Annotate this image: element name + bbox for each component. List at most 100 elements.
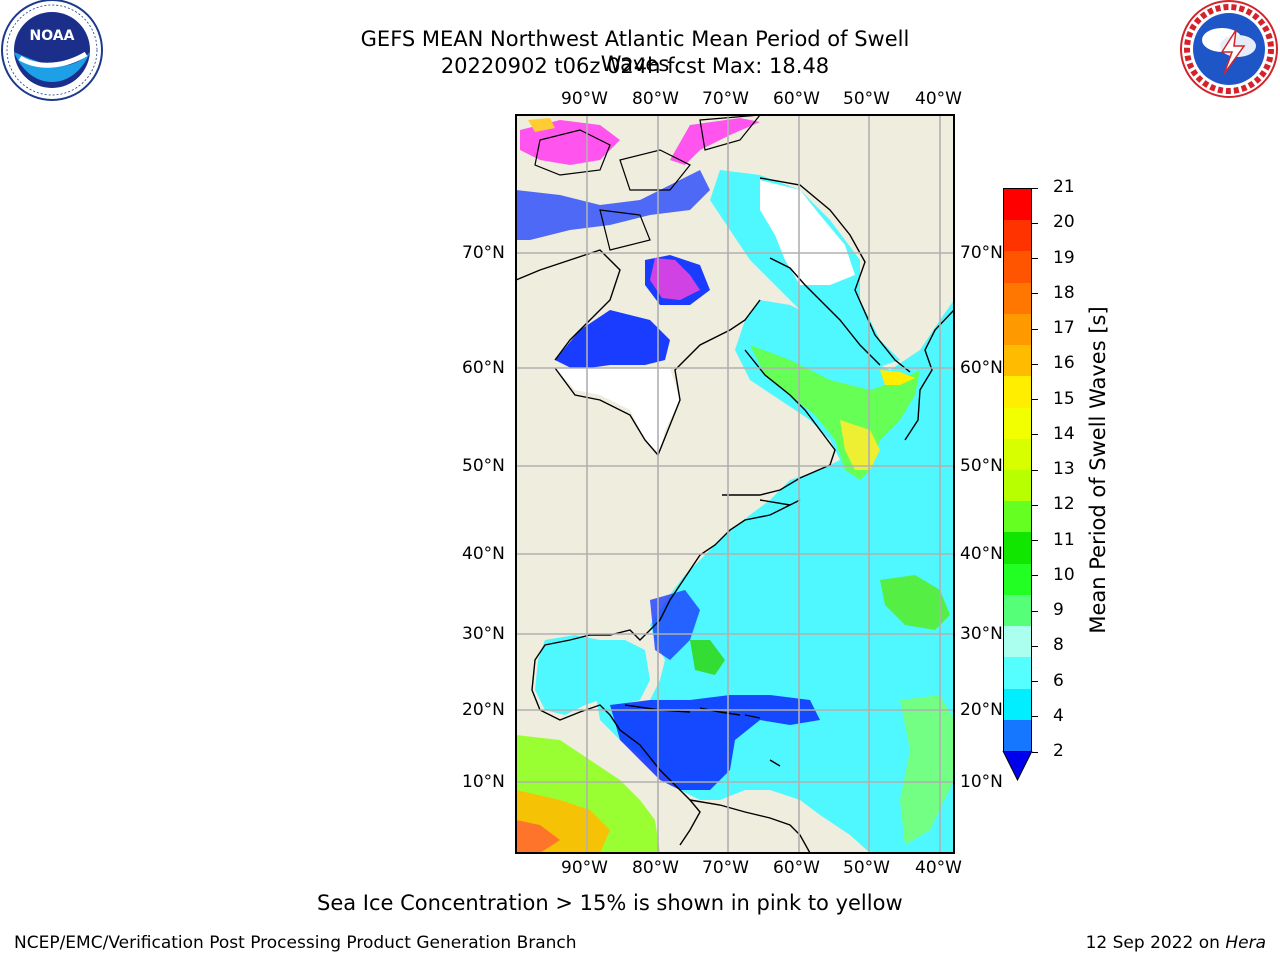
nws-logo (1180, 0, 1278, 98)
colorbar-tick-label: 15 (1053, 388, 1075, 409)
colorbar-tick-label: 4 (1053, 705, 1064, 726)
colorbar-segment (1004, 376, 1031, 408)
colorbar-segment (1004, 532, 1031, 564)
colorbar-tick-label: 17 (1053, 318, 1075, 338)
hudson-bay (555, 310, 670, 370)
colorbar-segment (1004, 438, 1031, 470)
caribbean-low-period (610, 695, 820, 790)
subtropical-swell-green (690, 640, 725, 675)
lon-label-bottom: 40°W (915, 858, 962, 878)
colorbar-tick-mark (1032, 399, 1038, 400)
colorbar-segment (1004, 469, 1031, 502)
colorbar-tick-label: 2 (1053, 741, 1064, 761)
colorbar-tick-mark (1032, 716, 1038, 718)
map-subtitle: 20220902 t06z 024h fcst Max: 18.48 (440, 54, 830, 78)
colorbar-segment (1004, 313, 1031, 346)
lon-label-bottom: 90°W (561, 858, 608, 878)
lat-label-right: 20°N (960, 700, 1003, 720)
colorbar-segment (1004, 501, 1031, 533)
colorbar-segment (1004, 719, 1031, 751)
colorbar-tick-mark (1032, 540, 1038, 541)
sea-ice-patch-2 (670, 118, 760, 165)
colorbar-segment (1004, 563, 1031, 595)
sea-ice-note: Sea Ice Concentration > 15% is shown in … (317, 891, 903, 915)
colorbar-tick-mark (1032, 293, 1038, 295)
colorbar-tick-label: 6 (1053, 670, 1064, 691)
lat-label-right: 50°N (960, 456, 1003, 476)
date-line: 12 Sep 2022 on Hera (1086, 933, 1266, 953)
coastline-north-america (516, 249, 836, 846)
colorbar-tick-label: 8 (1053, 635, 1064, 656)
lat-label-left: 60°N (462, 358, 505, 378)
colorbar-tick-label: 13 (1053, 459, 1075, 479)
colorbar-tick-mark (1032, 469, 1038, 471)
coastline-south-america (689, 799, 811, 853)
colorbar-tick-mark (1032, 187, 1038, 189)
baffin-bay-ice-free (760, 180, 855, 285)
sea-ice-patch-3 (650, 258, 700, 300)
colorbar-tick-mark (1032, 222, 1038, 224)
coastline-iceland-europe (904, 309, 954, 441)
colorbar-tick-label: 14 (1053, 423, 1075, 444)
lon-label-bottom: 70°W (702, 858, 749, 878)
coastline-arctic-islands (534, 115, 761, 251)
colorbar-tick-label: 20 (1053, 212, 1075, 233)
lon-label-bottom: 50°W (843, 858, 890, 878)
northern-channels (516, 170, 710, 240)
colorbar-tick-mark (1032, 258, 1038, 259)
lat-label-left: 30°N (462, 624, 505, 644)
gulf-of-mexico (535, 635, 650, 715)
map-title: GEFS MEAN Northwest Atlantic Mean Period… (360, 27, 910, 76)
colorbar-tick-mark (1032, 504, 1038, 506)
lat-label-right: 40°N (960, 544, 1003, 564)
colorbar-tick-label: 16 (1053, 353, 1075, 374)
colorbar-segment (1004, 594, 1031, 627)
colorbar-tick-mark (1032, 363, 1038, 365)
colorbar-tick-mark (1032, 575, 1038, 577)
lat-label-right: 60°N (960, 358, 1003, 378)
western-atlantic-blue (650, 590, 700, 660)
host-name: Hera (1225, 933, 1266, 953)
colorbar-tick-label: 9 (1053, 600, 1064, 620)
colorbar-segment (1004, 657, 1031, 689)
colorbar (1003, 188, 1032, 752)
lon-label-bottom: 80°W (632, 858, 679, 878)
lon-label-top: 50°W (843, 89, 890, 109)
lat-label-left: 50°N (462, 456, 505, 476)
sea-ice-patch-1 (520, 120, 620, 165)
lat-label-left: 20°N (462, 700, 505, 720)
colorbar-segment (1004, 688, 1031, 720)
colorbar-tick-mark (1032, 434, 1038, 436)
lon-label-top: 60°W (773, 89, 820, 109)
map-frame (515, 114, 955, 854)
colorbar-tick-mark (1032, 328, 1038, 330)
lat-label-right: 30°N (960, 624, 1003, 644)
lon-label-top: 70°W (702, 89, 749, 109)
lon-label-top: 80°W (632, 89, 679, 109)
sea-ice-yellow (528, 118, 555, 132)
colorbar-tick-label: 19 (1053, 247, 1075, 268)
date-text: 12 Sep 2022 on (1085, 933, 1226, 953)
lon-label-bottom: 60°W (773, 858, 820, 878)
colorbar-tick-mark (1032, 610, 1038, 612)
coastline-greenland (759, 177, 911, 373)
lat-label-left: 10°N (462, 772, 505, 792)
colorbar-segment (1004, 189, 1031, 221)
colorbar-tick-label: 21 (1053, 177, 1075, 197)
colorbar-segment (1004, 282, 1031, 314)
lat-label-right: 70°N (960, 243, 1003, 263)
colorbar-segment (1004, 220, 1031, 252)
lat-label-left: 70°N (462, 243, 505, 263)
lon-label-top: 40°W (915, 89, 962, 109)
colorbar-segment (1004, 626, 1031, 658)
colorbar-tick-label: 11 (1053, 529, 1075, 550)
lat-label-left: 40°N (462, 544, 505, 564)
colorbar-tick-mark (1032, 681, 1038, 682)
graticule (516, 115, 954, 853)
colorbar-label: Mean Period of Swell Waves [s] (1086, 306, 1110, 634)
lat-label-right: 10°N (960, 772, 1003, 792)
noaa-logo-text: NOAA (30, 28, 75, 44)
greenland-sea-yellow (880, 370, 915, 385)
north-atlantic-swell-yellow (840, 420, 880, 470)
colorbar-tick-label: 18 (1053, 282, 1075, 303)
